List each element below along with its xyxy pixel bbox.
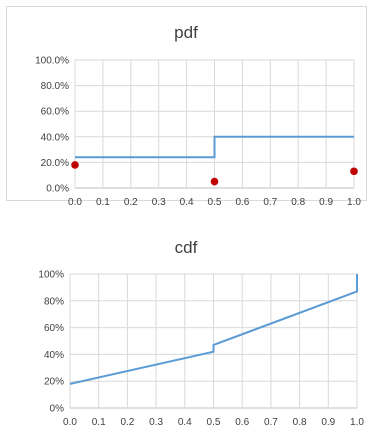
pdf-y-tick-label: 40.0% (41, 132, 69, 143)
cdf-y-tick-label: 100% (38, 270, 64, 281)
pdf-x-tick-label: 0.7 (263, 197, 277, 208)
cdf-x-tick-label: 0.8 (293, 417, 307, 428)
pdf-x-tick-label: 0.6 (235, 197, 249, 208)
pdf-series-line (75, 135, 354, 159)
cdf-series (69, 274, 358, 385)
pdf-x-tick-label: 0.8 (291, 197, 305, 208)
pdf-y-tick-label: 0.0% (46, 184, 69, 195)
cdf-x-tick-label: 0.5 (207, 417, 221, 428)
pdf-x-tick-label: 1.0 (347, 197, 361, 208)
cdf-x-tick-label: 0.1 (92, 417, 106, 428)
cdf-x-axis-ticks: 0.0 0.1 0.2 0.3 0.4 0.5 0.6 0.7 0.8 0.9 1.0 (63, 417, 364, 428)
pdf-y-tick-label: 100.0% (35, 56, 69, 67)
cdf-x-tick-label: 1.0 (350, 417, 364, 428)
pdf-y-tick-label: 60.0% (41, 107, 69, 118)
cdf-x-tick-label: 0.6 (235, 417, 249, 428)
pdf-x-tick-label: 0.3 (152, 197, 166, 208)
cdf-y-tick-label: 20% (44, 377, 64, 388)
cdf-y-axis-ticks: 0% 20% 40% 60% 80% 100% (38, 270, 64, 415)
pdf-chart-title: pdf (174, 23, 198, 42)
cdf-x-tick-label: 0.3 (149, 417, 163, 428)
pdf-y-tick-label: 20.0% (41, 158, 69, 169)
pdf-y-axis-ticks: 0.0% 20.0% 40.0% 60.0% 80.0% 100.0% (35, 56, 69, 195)
cdf-x-tick-label: 0.0 (63, 417, 77, 428)
cdf-series-line (69, 274, 358, 385)
pdf-x-tick-label: 0.1 (96, 197, 110, 208)
pdf-x-axis-ticks: 0.0 0.1 0.2 0.3 0.4 0.5 0.6 0.7 0.8 0.9 1.0 (68, 197, 361, 208)
cdf-y-tick-label: 0% (50, 404, 65, 415)
pdf-series (71, 135, 358, 186)
pdf-data-point (210, 177, 219, 186)
cdf-x-tick-label: 0.2 (120, 417, 134, 428)
pdf-x-tick-label: 0.0 (68, 197, 82, 208)
cdf-x-tick-label: 0.4 (178, 417, 192, 428)
pdf-data-point (350, 167, 358, 176)
pdf-x-tick-label: 0.2 (124, 197, 138, 208)
cdf-y-tick-label: 40% (44, 350, 64, 361)
pdf-x-tick-label: 0.9 (319, 197, 333, 208)
pdf-x-tick-label: 0.4 (180, 197, 194, 208)
cdf-x-tick-label: 0.7 (264, 417, 278, 428)
cdf-chart-title: cdf (175, 238, 198, 257)
pdf-data-point (71, 161, 79, 169)
cdf-gridlines (69, 273, 358, 409)
cdf-x-tick-label: 0.9 (321, 417, 335, 428)
pdf-x-tick-label: 0.5 (208, 197, 222, 208)
cdf-y-tick-label: 80% (44, 296, 64, 307)
pdf-gridlines (74, 59, 355, 189)
pdf-y-tick-label: 80.0% (41, 81, 69, 92)
cdf-y-tick-label: 60% (44, 323, 64, 334)
